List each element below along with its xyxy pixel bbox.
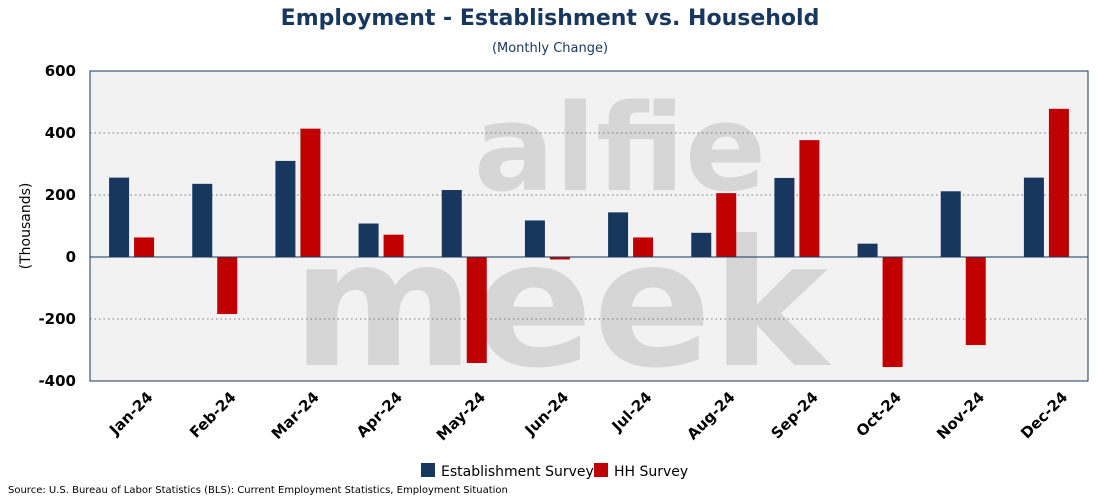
y-tick-label: 400 xyxy=(45,124,76,142)
bar-establishment-apr-24 xyxy=(358,223,379,257)
bar-hh-nov-24 xyxy=(965,257,986,346)
y-axis-ticks: -400 -200 0 200 400 600 xyxy=(38,62,76,390)
bar-establishment-feb-24 xyxy=(192,183,213,257)
x-tick-label: Dec-24 xyxy=(1017,388,1071,442)
y-tick-label: -200 xyxy=(38,310,76,328)
legend-label-establishment: Establishment Survey xyxy=(441,464,594,480)
bar-establishment-mar-24 xyxy=(275,160,296,257)
bar-hh-dec-24 xyxy=(1048,108,1069,257)
legend: Establishment Survey HH Survey xyxy=(421,463,688,480)
bar-hh-apr-24 xyxy=(383,234,404,257)
bar-hh-oct-24 xyxy=(882,257,903,368)
watermark-line-2: meek xyxy=(292,204,832,407)
x-tick-label: Jan-24 xyxy=(105,388,156,439)
bar-establishment-jun-24 xyxy=(524,220,545,257)
legend-label-hh: HH Survey xyxy=(614,464,688,480)
bar-hh-jan-24 xyxy=(134,237,155,257)
bar-establishment-dec-24 xyxy=(1023,177,1044,257)
bar-hh-aug-24 xyxy=(716,193,737,257)
bar-establishment-oct-24 xyxy=(857,243,878,257)
legend-swatch-hh xyxy=(594,463,608,477)
bar-hh-feb-24 xyxy=(217,257,238,315)
y-tick-label: 600 xyxy=(45,62,76,80)
chart-title: Employment - Establishment vs. Household xyxy=(280,6,820,31)
legend-swatch-establishment xyxy=(421,463,435,477)
bar-establishment-aug-24 xyxy=(691,232,712,257)
bar-establishment-jul-24 xyxy=(608,212,629,257)
y-axis-label: (Thousands) xyxy=(18,183,34,270)
x-tick-label: Feb-24 xyxy=(186,388,239,441)
bar-hh-jul-24 xyxy=(633,237,654,257)
bar-hh-jun-24 xyxy=(549,257,570,260)
x-tick-label: Nov-24 xyxy=(933,388,988,443)
y-tick-label: 200 xyxy=(45,186,76,204)
bar-establishment-jan-24 xyxy=(109,177,130,257)
y-tick-label: 0 xyxy=(66,248,76,266)
plot-area xyxy=(89,70,1089,382)
y-tick-label: -400 xyxy=(38,372,76,390)
bar-establishment-may-24 xyxy=(441,190,462,257)
watermark: alfie meek xyxy=(292,80,832,407)
source-note: Source: U.S. Bureau of Labor Statistics … xyxy=(8,485,508,496)
bar-hh-mar-24 xyxy=(300,128,321,257)
bars xyxy=(90,108,1088,368)
bar-hh-may-24 xyxy=(466,257,487,364)
chart-subtitle: (Monthly Change) xyxy=(491,41,609,56)
bar-establishment-sep-24 xyxy=(774,177,795,257)
bar-establishment-nov-24 xyxy=(940,191,961,257)
bar-hh-sep-24 xyxy=(799,140,820,257)
x-tick-label: Oct-24 xyxy=(853,388,905,440)
